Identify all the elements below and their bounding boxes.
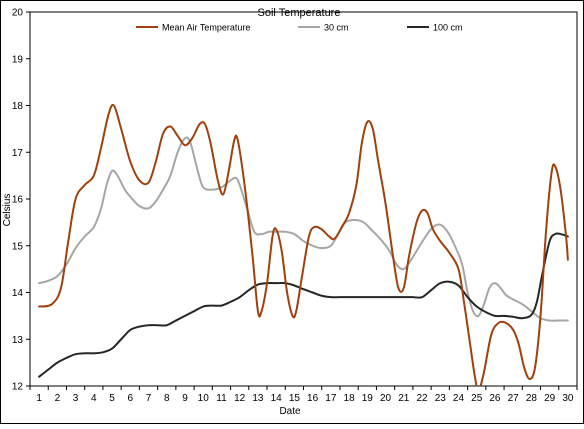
x-tick-label: 16 — [307, 393, 319, 404]
y-tick-label: 14 — [12, 288, 24, 299]
legend-label-30-cm: 30 cm — [324, 23, 349, 33]
x-tick-label: 12 — [234, 393, 246, 404]
series-line-30-cm — [38, 136, 569, 322]
x-tick-label: 3 — [73, 393, 79, 404]
legend-label-100-cm: 100 cm — [433, 23, 463, 33]
y-tick-label: 18 — [12, 101, 24, 112]
x-tick-label: 13 — [252, 393, 264, 404]
x-tick-label: 18 — [344, 393, 356, 404]
series-line-mean-air-temperature — [38, 103, 569, 386]
legend: Mean Air Temperature 30 cm 100 cm — [136, 23, 463, 33]
series-group — [38, 103, 569, 386]
x-tick-label: 23 — [435, 393, 447, 404]
x-tick-label: 7 — [146, 393, 152, 404]
x-tick-label: 15 — [289, 393, 301, 404]
x-tick-label: 8 — [164, 393, 170, 404]
x-tick-label: 24 — [453, 393, 465, 404]
x-tick-label: 1 — [36, 393, 42, 404]
x-tick-label: 22 — [416, 393, 428, 404]
x-tick-label: 26 — [489, 393, 501, 404]
y-tick-label: 20 — [12, 8, 24, 19]
y-tick-label: 12 — [12, 382, 24, 393]
y-axis-label: Celsius — [2, 194, 13, 227]
series-line-100-cm — [38, 232, 569, 378]
x-tick-label: 20 — [380, 393, 392, 404]
x-tick-label: 28 — [526, 393, 538, 404]
y-tick-label: 17 — [12, 148, 24, 159]
x-tick-label: 27 — [508, 393, 520, 404]
x-tick-label: 11 — [216, 393, 227, 404]
y-tick-label: 15 — [12, 241, 24, 252]
x-tick-label: 30 — [562, 393, 574, 404]
x-tick-label: 14 — [271, 393, 283, 404]
x-tick-label: 5 — [109, 393, 115, 404]
x-tick-label: 6 — [128, 393, 134, 404]
y-tick-label: 16 — [12, 195, 24, 206]
x-tick-label: 29 — [544, 393, 556, 404]
y-tick-label: 13 — [12, 335, 24, 346]
x-tick-label: 25 — [471, 393, 483, 404]
chart-title: Soil Temperature — [258, 7, 341, 19]
x-tick-label: 21 — [398, 393, 410, 404]
x-axis-label: Date — [279, 406, 301, 417]
legend-label-mean-air-temperature: Mean Air Temperature — [162, 23, 250, 33]
x-tick-label: 4 — [91, 393, 97, 404]
x-tick-label: 2 — [55, 393, 61, 404]
x-tick-label: 17 — [325, 393, 337, 404]
x-tick-label: 9 — [182, 393, 188, 404]
x-tick-label: 10 — [198, 393, 210, 404]
x-tick-label: 19 — [362, 393, 374, 404]
y-tick-label: 19 — [12, 54, 24, 65]
